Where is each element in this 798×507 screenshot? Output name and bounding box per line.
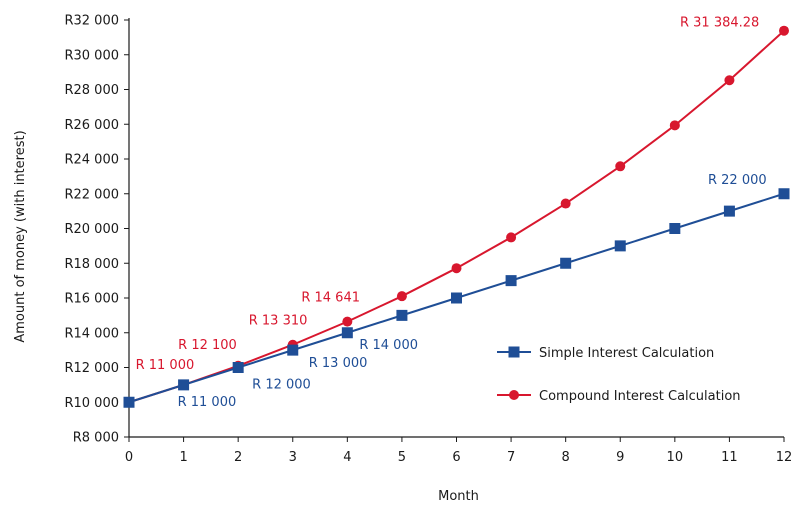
simple-data-label: R 13 000 (309, 356, 368, 371)
compound-point (779, 25, 789, 36)
y-tick-label: R20 000 (64, 222, 119, 237)
simple-point (723, 205, 735, 217)
simple-point (778, 188, 790, 200)
compound-data-label: R 31 384.28 (680, 16, 759, 31)
y-tick-label: R26 000 (64, 118, 119, 133)
x-tick-label: 11 (721, 450, 738, 465)
x-tick-label: 8 (562, 450, 570, 465)
simple-point (560, 257, 572, 269)
y-tick-label: R14 000 (64, 326, 119, 341)
x-tick-label: 9 (616, 450, 624, 465)
legend-swatch-square (508, 346, 520, 358)
compound-data-label: R 11 000 (136, 358, 195, 373)
y-tick-label: R24 000 (64, 153, 119, 168)
compound-data-label: R 14 641 (301, 291, 360, 306)
compound-point (724, 75, 735, 86)
legend-label: Simple Interest Calculation (539, 346, 714, 361)
simple-point (232, 362, 244, 373)
y-tick-label: R18 000 (64, 257, 119, 272)
x-tick-label: 2 (234, 450, 242, 465)
x-tick-label: 12 (776, 450, 793, 465)
x-axis-title: Month (438, 489, 479, 504)
simple-point (341, 327, 353, 339)
x-tick-label: 4 (343, 450, 351, 465)
compound-point (451, 263, 462, 274)
compound-point (506, 232, 517, 243)
compound-point (615, 161, 626, 172)
simple-point (451, 292, 462, 304)
simple-point (505, 275, 517, 287)
simple-data-label: R 14 000 (359, 338, 418, 353)
simple-point (614, 240, 626, 252)
y-tick-label: R12 000 (64, 361, 119, 376)
compound-data-label: R 12 100 (178, 338, 237, 353)
x-tick-label: 6 (452, 450, 460, 465)
y-tick-label: R16 000 (64, 292, 119, 307)
y-axis-title: Amount of money (with interest) (13, 130, 28, 342)
y-tick-label: R32 000 (64, 14, 119, 29)
y-tick-label: R22 000 (64, 187, 119, 202)
x-tick-label: 5 (398, 450, 406, 465)
y-tick-label: R30 000 (64, 48, 119, 63)
simple-point (396, 309, 408, 321)
compound-data-label: R 13 310 (249, 314, 308, 329)
y-tick-label: R28 000 (64, 83, 119, 98)
simple-data-label: R 11 000 (178, 395, 237, 410)
x-tick-label: 7 (507, 450, 515, 465)
legend-swatch-circle (509, 390, 519, 400)
simple-data-label: R 12 000 (252, 378, 311, 393)
y-tick-label: R10 000 (64, 396, 119, 411)
compound-point (396, 291, 407, 302)
simple-data-label: R 22 000 (708, 173, 767, 188)
legend-label: Compound Interest Calculation (539, 389, 741, 404)
simple-point (178, 379, 190, 391)
simple-point (287, 344, 299, 356)
x-tick-label: 0 (125, 450, 133, 465)
plot-area: R8 000 R10 000 R12 000 R14 000 R16 000 R18 00… (64, 14, 792, 466)
x-tick-label: 3 (289, 450, 297, 465)
compound-point (560, 198, 571, 209)
compound-point (342, 316, 353, 327)
x-tick-label: 1 (179, 450, 187, 465)
simple-point (123, 396, 135, 408)
compound-point (669, 120, 680, 131)
y-tick-label: R8 000 (73, 431, 119, 446)
legend: Simple Interest Calculation Compound Inte… (497, 346, 741, 404)
x-tick-label: 10 (667, 450, 684, 465)
simple-point (669, 223, 681, 234)
